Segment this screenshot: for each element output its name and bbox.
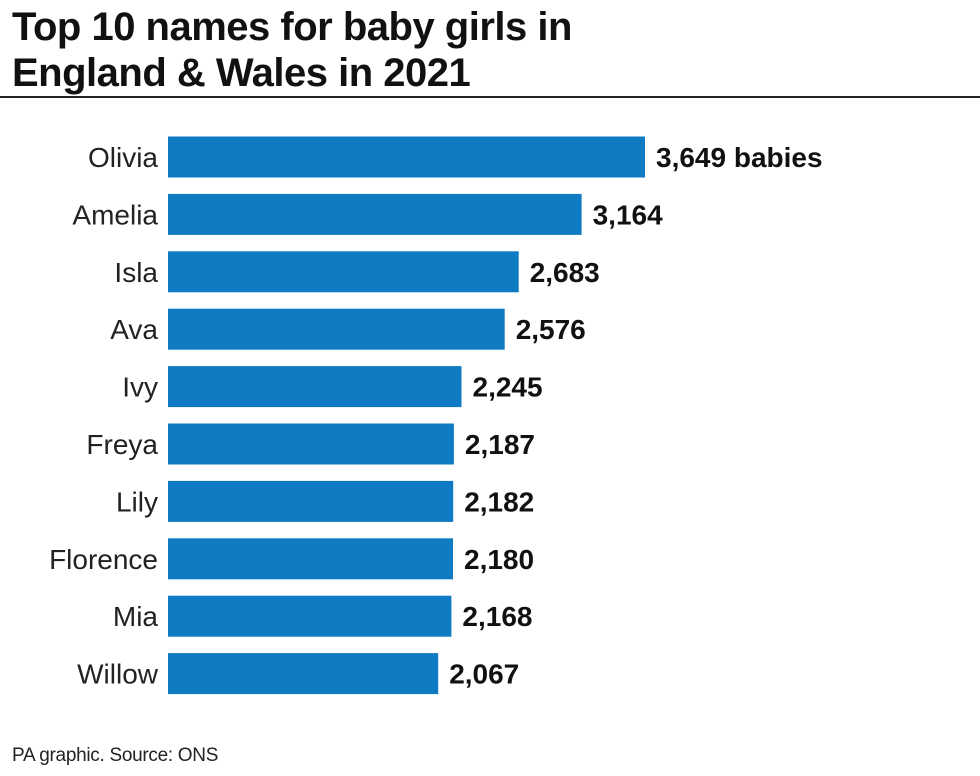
value-label-willow: 2,067 — [449, 659, 519, 690]
category-label-lily: Lily — [116, 486, 158, 517]
bar-olivia — [168, 136, 645, 178]
bar-isla — [168, 251, 519, 293]
category-label-ava: Ava — [110, 314, 158, 345]
category-label-willow: Willow — [77, 659, 159, 690]
category-label-mia: Mia — [113, 601, 159, 632]
bar-mia — [168, 595, 452, 637]
value-label-florence: 2,180 — [464, 544, 534, 575]
category-label-ivy: Ivy — [122, 372, 158, 403]
bar-lily — [168, 480, 454, 522]
category-label-isla: Isla — [114, 257, 158, 288]
title-divider — [0, 96, 980, 98]
bar-amelia — [168, 193, 582, 235]
bar-ivy — [168, 366, 462, 408]
category-label-amelia: Amelia — [72, 199, 158, 230]
chart-title: Top 10 names for baby girls in England &… — [12, 4, 952, 96]
chart-title-line-1: Top 10 names for baby girls in — [12, 5, 572, 49]
value-label-ivy: 2,245 — [473, 372, 543, 403]
value-label-freya: 2,187 — [465, 429, 535, 460]
source-note: PA graphic. Source: ONS — [12, 745, 219, 766]
value-label-amelia: 3,164 — [593, 199, 663, 230]
value-label-lily: 2,182 — [464, 486, 534, 517]
value-label-olivia: 3,649 babies — [656, 142, 823, 173]
value-label-isla: 2,683 — [530, 257, 600, 288]
category-label-freya: Freya — [86, 429, 158, 460]
bar-willow — [168, 653, 439, 695]
bar-florence — [168, 538, 453, 580]
bar-ava — [168, 308, 505, 350]
bar-freya — [168, 423, 454, 465]
category-label-florence: Florence — [49, 544, 158, 575]
value-label-mia: 2,168 — [462, 601, 532, 632]
value-label-ava: 2,576 — [516, 314, 586, 345]
category-label-olivia: Olivia — [88, 142, 158, 173]
chart-title-line-2: England & Wales in 2021 — [12, 51, 471, 95]
